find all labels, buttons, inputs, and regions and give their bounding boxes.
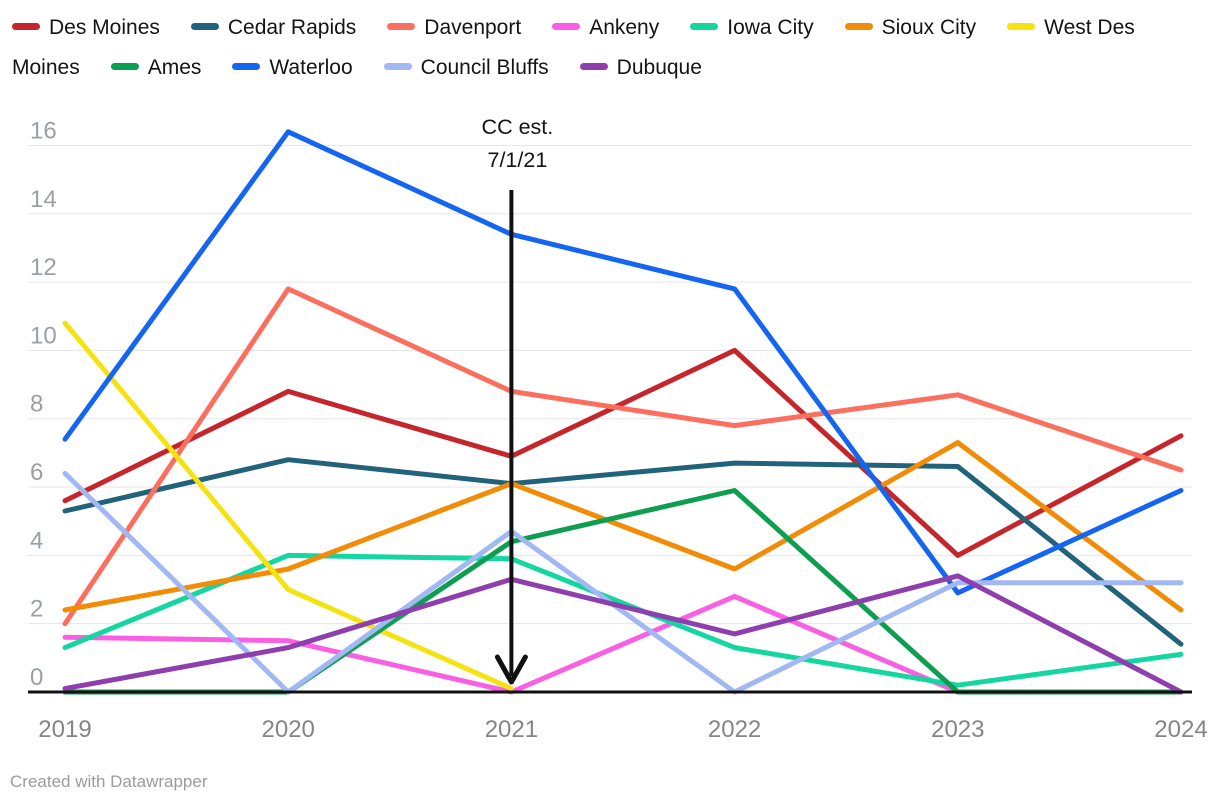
legend-label: Des Moines — [49, 16, 160, 39]
legend-swatch — [12, 22, 40, 30]
legend-swatch — [387, 22, 416, 30]
series-line-iowa-city — [62, 552, 1184, 688]
series-line-des-moines — [62, 347, 1184, 558]
y-axis-tick-label: 10 — [30, 322, 57, 349]
legend-item-davenport: Davenport — [387, 16, 521, 39]
legend-item-dubuque: Dubuque — [579, 56, 702, 79]
annotation-text-line1: CC est. — [482, 115, 554, 139]
y-axis-tick-label: 14 — [30, 186, 57, 213]
legend-label: Cedar Rapids — [227, 16, 357, 39]
y-axis-tick-label: 2 — [30, 596, 43, 623]
x-axis-tick-label: 2019 — [38, 716, 91, 743]
legend-label: West Des Moines — [12, 16, 1135, 79]
legend-item-waterloo: Waterloo — [232, 56, 353, 79]
annotation-text-line2: 7/1/21 — [488, 148, 548, 172]
x-axis-tick-label: 2021 — [485, 716, 538, 743]
legend-label: Ankeny — [589, 16, 660, 39]
legend-item-ankeny: Ankeny — [552, 16, 659, 39]
chart-legend: Des Moines Cedar Rapids Davenport Ankeny Iow… — [12, 8, 1177, 88]
legend-swatch — [110, 62, 139, 70]
y-axis-tick-label: 0 — [30, 664, 43, 691]
legend-swatch — [844, 22, 873, 30]
x-axis-tick-label: 2022 — [708, 716, 761, 743]
series-line-cedar-rapids — [62, 457, 1184, 647]
legend-label: Dubuque — [616, 56, 702, 79]
line-chart-plot: 0 2 4 6 8 10 12 14 16 2019 2020 2021 2022 2023 2024 CC … — [28, 115, 1208, 743]
legend-item-west-des-moines: West Des Moines — [12, 16, 1135, 79]
legend-label: Ames — [147, 56, 202, 79]
annotation-arrowhead — [494, 654, 528, 685]
legend-swatch — [579, 62, 608, 70]
series-line-dubuque — [62, 573, 1184, 695]
chart-footer: Created with Datawrapper — [10, 772, 207, 792]
series-line-waterloo — [62, 129, 1184, 596]
legend-item-sioux-city: Sioux City — [844, 16, 977, 39]
series-line-davenport — [62, 286, 1184, 627]
legend-label: Iowa City — [727, 16, 814, 39]
legend-swatch — [232, 62, 261, 70]
y-axis-tick-label: 12 — [30, 254, 57, 281]
legend-item-cedar-rapids: Cedar Rapids — [190, 16, 357, 39]
datawrapper-attribution-link[interactable]: Created with Datawrapper — [10, 772, 208, 791]
x-axis-tick-label: 2020 — [262, 716, 315, 743]
y-axis-tick-label: 8 — [30, 391, 43, 418]
x-axis-tick-label: 2023 — [931, 716, 984, 743]
legend-swatch — [1007, 22, 1036, 30]
legend-item-ames: Ames — [110, 56, 202, 79]
legend-swatch — [552, 22, 581, 30]
legend-label: Council Bluffs — [420, 56, 549, 79]
x-axis-tick-label: 2024 — [1154, 716, 1207, 743]
legend-label: Waterloo — [269, 56, 353, 79]
legend-item-council-bluffs: Council Bluffs — [383, 56, 549, 79]
legend-item-des-moines: Des Moines — [12, 16, 160, 39]
legend-label: Sioux City — [881, 16, 977, 39]
legend-label: Davenport — [424, 16, 522, 39]
y-axis-tick-label: 16 — [30, 117, 57, 144]
y-axis-tick-label: 6 — [30, 459, 43, 486]
series-line-sioux-city — [62, 440, 1184, 613]
legend-swatch — [383, 62, 412, 70]
y-axis-tick-label: 4 — [30, 527, 43, 554]
legend-item-iowa-city: Iowa City — [690, 16, 814, 39]
series-line-west-des-moines — [62, 320, 514, 692]
legend-swatch — [690, 22, 719, 30]
legend-swatch — [190, 22, 219, 30]
